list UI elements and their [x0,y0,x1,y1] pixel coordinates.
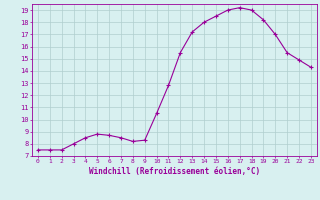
X-axis label: Windchill (Refroidissement éolien,°C): Windchill (Refroidissement éolien,°C) [89,167,260,176]
